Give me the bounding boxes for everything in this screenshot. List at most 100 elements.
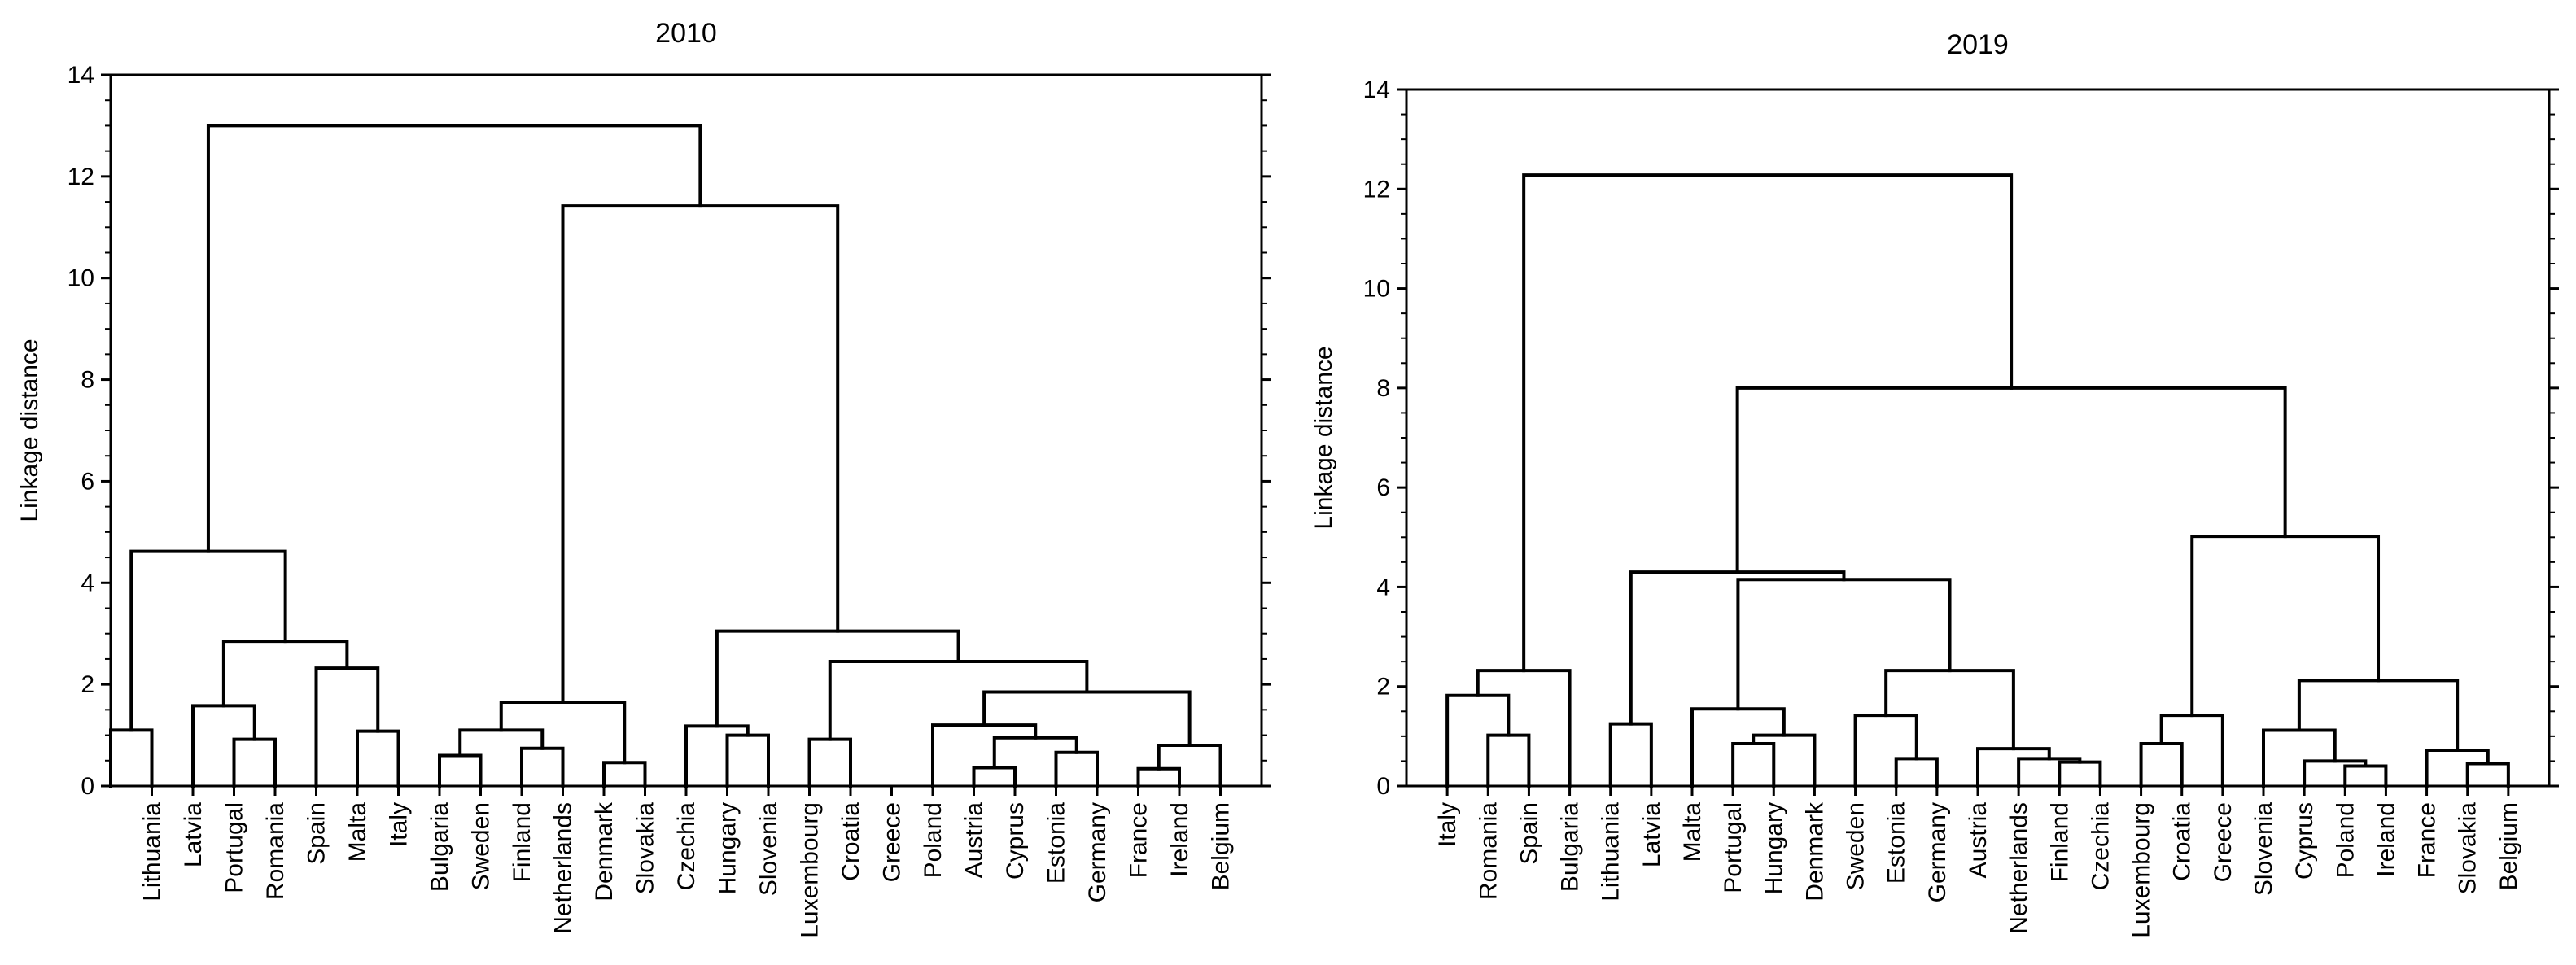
leaf-label: Hungary bbox=[1760, 802, 1787, 894]
dendrogram-link bbox=[715, 629, 960, 728]
y-tick-label: 2 bbox=[1376, 674, 1390, 701]
dendrogram-link bbox=[1522, 173, 2014, 673]
leaf-label: Portugal bbox=[1720, 802, 1747, 893]
chart-title: 2010 bbox=[655, 18, 717, 49]
dendrogram-link bbox=[1136, 766, 1181, 788]
leaf-label: Malta bbox=[344, 802, 371, 862]
leaf-label: Romania bbox=[1475, 802, 1502, 900]
leaf-label: Slovakia bbox=[632, 802, 659, 895]
y-tick-label: 0 bbox=[81, 773, 94, 800]
y-tick-label: 10 bbox=[1363, 276, 1390, 303]
dendrogram-2010-panel: 2010 0 2 4 6 8 10 12 14 Linkage distance Lithuania… bbox=[16, 18, 1271, 938]
dendrogram-link bbox=[2343, 764, 2388, 788]
leaf-label: Romania bbox=[262, 802, 289, 900]
dendrogram-2019-panel: 2019 0 2 4 6 8 10 12 14 Linkage distance Italy Roma… bbox=[1310, 29, 2559, 938]
dendrogram-link bbox=[828, 660, 1089, 741]
dendrogram-link bbox=[520, 746, 565, 788]
leaf-label: Czechia bbox=[2087, 802, 2114, 891]
leaf-label: Slovakia bbox=[2455, 802, 2482, 895]
leaf-label: Bulgaria bbox=[426, 802, 453, 892]
dendrogram-link bbox=[807, 737, 852, 788]
y-tick-label: 0 bbox=[1376, 773, 1390, 800]
leaf-label: Slovenia bbox=[755, 802, 782, 896]
chart-title: 2019 bbox=[1947, 29, 2009, 60]
leaf-label: France bbox=[1126, 802, 1152, 878]
plot-frame bbox=[109, 73, 1263, 788]
dendrogram-link bbox=[972, 766, 1017, 788]
dendrogram-link bbox=[1476, 669, 1572, 788]
y-tick-label: 8 bbox=[81, 367, 94, 394]
dendrogram-link bbox=[1054, 750, 1099, 788]
leaf-label: Ireland bbox=[1166, 802, 1193, 877]
y-axis-label: Linkage distance bbox=[16, 338, 43, 522]
dendrogram-link bbox=[931, 723, 1038, 788]
leaf-label: Belgium bbox=[2495, 802, 2522, 890]
y-tick-label: 4 bbox=[81, 570, 94, 596]
leaf-label: Finland bbox=[2046, 802, 2073, 882]
leaf-label: Denmark bbox=[1801, 801, 1828, 902]
dendrogram-link bbox=[1736, 578, 1952, 711]
leaf-label: Poland bbox=[2332, 802, 2359, 878]
leaf-label: Croatia bbox=[838, 802, 864, 881]
leaf-label: Austria bbox=[961, 802, 988, 879]
dendrogram-link bbox=[2262, 728, 2337, 788]
y-tick-label: 12 bbox=[1363, 176, 1390, 203]
y-tick-label: 8 bbox=[1376, 375, 1390, 402]
leaf-label: Estonia bbox=[1043, 802, 1070, 884]
leaf-label: Cyprus bbox=[2291, 802, 2318, 880]
leaf-label: Sweden bbox=[468, 802, 495, 890]
dendrogram-link bbox=[356, 729, 400, 788]
dendrogram-link bbox=[561, 204, 840, 704]
y-tick-label: 12 bbox=[68, 164, 94, 190]
dendrogram-link bbox=[602, 761, 647, 788]
dendrogram-link bbox=[1486, 733, 1531, 788]
leaf-label: Lithuania bbox=[1598, 802, 1625, 902]
dendrogram-link bbox=[1894, 757, 1939, 788]
dendrogram-link bbox=[458, 728, 545, 758]
leaf-label: Luxembourg bbox=[797, 802, 824, 938]
leaf-label: Poland bbox=[920, 802, 947, 878]
leaf-label: Germany bbox=[1924, 802, 1951, 902]
leaf-label: Spain bbox=[1515, 802, 1542, 865]
dendrogram-link bbox=[1608, 722, 1653, 788]
leaf-label: Italy bbox=[1434, 802, 1461, 847]
dendrogram-link bbox=[2139, 742, 2184, 788]
leaf-label: Austria bbox=[1965, 802, 1992, 879]
y-tick-label: 4 bbox=[1376, 574, 1390, 600]
dendrogram-link bbox=[1690, 707, 1786, 788]
leaf-label: Bulgaria bbox=[1557, 802, 1584, 892]
leaf-label: Greece bbox=[879, 802, 906, 882]
dendrogram-link bbox=[232, 737, 277, 788]
leaf-label: Slovenia bbox=[2250, 802, 2277, 896]
leaf-label: Latvia bbox=[180, 802, 207, 867]
leaf-label: Spain bbox=[304, 802, 330, 865]
leaf-label: Belgium bbox=[1208, 802, 1235, 890]
y-tick-label: 6 bbox=[81, 468, 94, 495]
dendrogram-link bbox=[2190, 535, 2381, 718]
dendrogram-link bbox=[725, 733, 770, 788]
leaf-label: Ireland bbox=[2373, 802, 2399, 877]
dendrogram-link bbox=[2159, 714, 2224, 788]
y-tick-label: 2 bbox=[81, 671, 94, 698]
dendrogram-link bbox=[206, 124, 702, 553]
leaf-label: Finland bbox=[509, 802, 536, 882]
leaf-label: Germany bbox=[1084, 802, 1111, 902]
dendrogram-link bbox=[1853, 714, 1918, 788]
dendrogram-link bbox=[191, 704, 256, 788]
dendrogram-link bbox=[1731, 742, 1776, 788]
dendrogram-link bbox=[2058, 760, 2102, 788]
leaf-label: Croatia bbox=[2169, 802, 2196, 881]
leaf-label: Cyprus bbox=[1002, 802, 1029, 880]
leaf-label: Hungary bbox=[715, 802, 741, 894]
dendrogram-link bbox=[1445, 693, 1511, 788]
leaf-label: Italy bbox=[386, 802, 413, 847]
dendrogram-link bbox=[2425, 748, 2490, 788]
leaf-label: Lithuania bbox=[139, 802, 166, 902]
dendrogram-link bbox=[438, 753, 483, 788]
y-tick-label: 10 bbox=[68, 265, 94, 292]
leaf-label: Luxembourg bbox=[2128, 802, 2155, 938]
leaf-label: Latvia bbox=[1638, 802, 1665, 867]
leaf-label: Estonia bbox=[1883, 802, 1910, 884]
y-axis-label: Linkage distance bbox=[1310, 346, 1337, 529]
dendrogram-link bbox=[1884, 669, 2015, 751]
